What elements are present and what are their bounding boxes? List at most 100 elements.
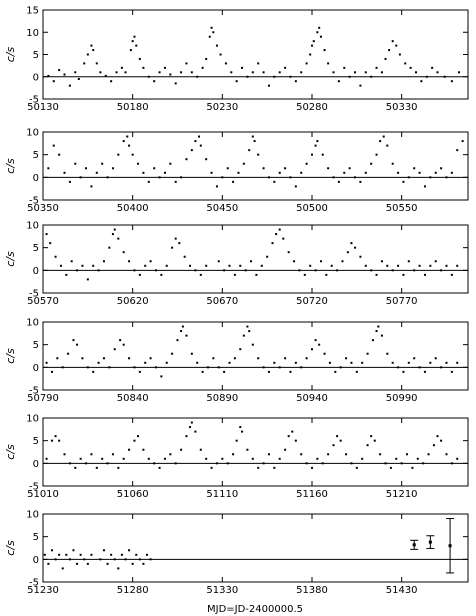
data-point xyxy=(101,457,104,460)
data-point xyxy=(129,49,132,52)
data-point xyxy=(137,435,140,438)
y-tick-label: -5 xyxy=(29,95,39,106)
error-bar-point xyxy=(428,540,432,544)
data-point xyxy=(160,375,163,378)
data-point xyxy=(250,260,253,263)
data-point xyxy=(160,273,163,276)
data-point xyxy=(79,457,82,460)
data-point xyxy=(284,448,287,451)
x-tick-label: 51380 xyxy=(296,585,328,596)
data-point xyxy=(309,53,312,56)
data-point xyxy=(124,71,127,74)
data-point xyxy=(133,366,136,369)
data-point xyxy=(61,366,64,369)
data-point xyxy=(185,158,188,161)
data-point xyxy=(201,66,204,69)
data-point xyxy=(397,264,400,267)
data-point xyxy=(432,444,435,447)
data-point xyxy=(305,462,308,465)
data-point xyxy=(210,26,213,29)
data-point xyxy=(190,149,193,152)
data-point xyxy=(137,162,140,165)
data-point xyxy=(215,185,218,188)
data-point xyxy=(79,553,82,556)
data-point xyxy=(397,171,400,174)
data-point xyxy=(212,357,215,360)
data-point xyxy=(450,273,453,276)
data-point xyxy=(149,260,152,263)
data-point xyxy=(206,366,209,369)
y-tick-label: 10 xyxy=(26,318,39,329)
data-point xyxy=(74,71,77,74)
y-tick-label: 5 xyxy=(33,150,39,161)
data-point xyxy=(289,176,292,179)
data-point xyxy=(128,260,131,263)
data-point xyxy=(395,457,398,460)
data-point xyxy=(58,153,61,156)
x-tick-label: 50230 xyxy=(206,102,238,113)
data-point xyxy=(380,260,383,263)
data-point xyxy=(450,462,453,465)
data-point xyxy=(106,562,109,565)
data-point xyxy=(86,366,89,369)
data-point xyxy=(102,357,105,360)
data-point xyxy=(142,562,145,565)
data-point xyxy=(147,457,150,460)
data-point xyxy=(377,325,380,328)
data-point xyxy=(389,466,392,469)
data-point xyxy=(348,167,351,170)
data-point xyxy=(133,269,136,272)
data-point xyxy=(445,264,448,267)
data-point xyxy=(241,430,244,433)
data-point xyxy=(242,334,245,337)
data-point xyxy=(267,84,270,87)
data-point xyxy=(199,448,202,451)
data-point xyxy=(336,269,339,272)
data-point xyxy=(416,457,419,460)
data-point xyxy=(158,466,161,469)
data-point xyxy=(273,361,276,364)
x-tick-label: 51060 xyxy=(117,489,149,500)
data-point xyxy=(68,84,71,87)
data-point xyxy=(190,421,193,424)
data-point xyxy=(56,357,59,360)
data-point xyxy=(267,176,270,179)
data-point xyxy=(429,264,432,267)
data-point xyxy=(423,273,426,276)
data-point xyxy=(119,339,122,342)
data-point xyxy=(235,80,238,83)
data-point xyxy=(106,462,109,465)
data-point xyxy=(291,430,294,433)
data-point xyxy=(312,40,315,43)
data-point xyxy=(221,457,224,460)
data-point xyxy=(440,439,443,442)
data-point xyxy=(239,426,242,429)
data-point xyxy=(413,269,416,272)
data-point xyxy=(384,57,387,60)
data-point xyxy=(142,171,145,174)
data-point xyxy=(201,370,204,373)
data-point xyxy=(354,71,357,74)
data-point xyxy=(420,80,423,83)
data-point xyxy=(278,228,281,231)
x-tick-label: 50280 xyxy=(296,102,328,113)
data-point xyxy=(205,158,208,161)
data-point xyxy=(294,439,297,442)
data-point xyxy=(232,180,235,183)
data-point xyxy=(359,255,362,258)
data-point xyxy=(400,462,403,465)
x-axis-label: MJD=JD-2400000.5 xyxy=(207,604,303,615)
data-point xyxy=(154,366,157,369)
data-point xyxy=(54,255,57,258)
y-tick-label: 10 xyxy=(26,128,39,139)
data-point xyxy=(402,273,405,276)
data-point xyxy=(366,352,369,355)
data-point xyxy=(316,31,319,34)
x-tick-label: 50500 xyxy=(296,203,328,214)
data-point xyxy=(257,466,260,469)
data-point xyxy=(380,334,383,337)
data-point xyxy=(318,26,321,29)
data-point xyxy=(223,370,226,373)
x-tick-label: 50400 xyxy=(117,203,149,214)
